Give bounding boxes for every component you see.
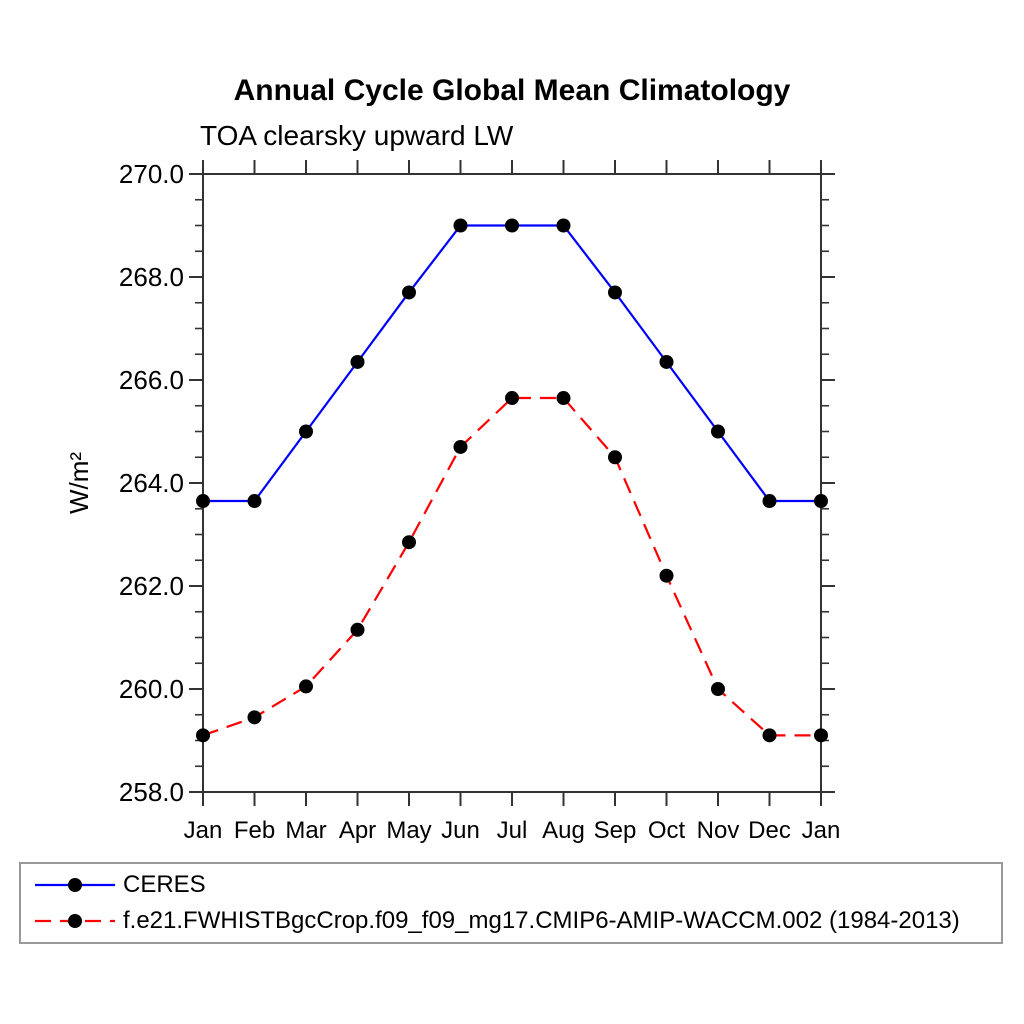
data-point-marker	[659, 354, 674, 369]
x-tick-label: Nov	[697, 817, 740, 844]
data-point-marker	[711, 424, 725, 439]
legend-marker-1	[68, 913, 82, 928]
legend-box: CERES f.e21.FWHISTBgcCrop.f09_f09_mg17.C…	[19, 862, 1003, 944]
data-point-marker	[608, 285, 622, 300]
series-line-1	[202, 396, 821, 737]
legend-swatch-ceres	[35, 878, 115, 893]
y-tick-label: 264.0	[119, 468, 184, 498]
data-point-marker	[814, 728, 828, 743]
data-point-marker	[402, 535, 416, 550]
y-tick-label: 258.0	[119, 777, 184, 807]
y-tick-label: 260.0	[119, 674, 184, 704]
x-tick-label: Apr	[339, 817, 376, 844]
y-tick-label: 270.0	[119, 159, 184, 189]
data-point-marker	[299, 679, 313, 694]
data-point-marker	[350, 622, 365, 637]
legend-label-ceres: CERES	[123, 871, 206, 899]
data-point-marker	[453, 439, 468, 454]
y-tick-label: 268.0	[119, 262, 184, 292]
x-tick-label: Feb	[234, 817, 275, 844]
legend-label-model: f.e21.FWHISTBgcCrop.f09_f09_mg17.CMIP6-A…	[123, 906, 960, 934]
x-tick-label: May	[386, 817, 431, 844]
x-tick-label: Jul	[497, 817, 528, 844]
data-point-marker	[762, 728, 777, 743]
legend-swatch-model	[35, 913, 115, 928]
legend-marker-0	[68, 878, 82, 893]
chart-plot-area: 258.0 260.0 262.0 264.0 266.0 268.0 270.0 Jan Fe…	[64, 159, 841, 844]
x-tick-label: Dec	[748, 817, 791, 844]
x-tick-label: Jan	[802, 817, 841, 844]
data-point-marker	[247, 710, 262, 725]
data-point-marker	[299, 424, 313, 439]
data-point-marker	[247, 494, 262, 509]
data-point-marker	[196, 494, 210, 509]
series-line-0	[203, 224, 821, 503]
data-point-marker	[556, 391, 571, 406]
y-tick-label: 262.0	[119, 571, 184, 601]
data-point-marker	[608, 450, 622, 465]
data-point-marker	[505, 391, 519, 406]
legend-row-ceres: CERES	[31, 871, 1001, 899]
x-tick-label: Mar	[285, 817, 326, 844]
x-tick-label: Sep	[594, 817, 637, 844]
data-point-marker	[762, 494, 777, 509]
legend-row-model: f.e21.FWHISTBgcCrop.f09_f09_mg17.CMIP6-A…	[31, 907, 1001, 935]
data-point-marker	[402, 285, 416, 300]
data-point-marker	[196, 728, 210, 743]
y-axis-title: W/m²	[64, 452, 94, 514]
x-tick-label: Jan	[184, 817, 223, 844]
x-tick-label: Oct	[648, 817, 686, 844]
y-tick-label: 266.0	[119, 365, 184, 395]
x-tick-label: Jun	[441, 817, 480, 844]
x-tick-label: Aug	[542, 817, 585, 844]
data-point-marker	[659, 568, 674, 583]
data-point-marker	[505, 218, 519, 233]
plot-frame	[202, 173, 822, 793]
data-point-marker	[350, 354, 365, 369]
data-point-marker	[453, 218, 468, 233]
chart-title: Annual Cycle Global Mean Climatology	[233, 74, 791, 107]
data-point-marker	[556, 218, 571, 233]
data-point-marker	[711, 682, 725, 696]
chart-subtitle: TOA clearsky upward LW	[200, 120, 514, 151]
data-point-marker	[814, 494, 828, 509]
